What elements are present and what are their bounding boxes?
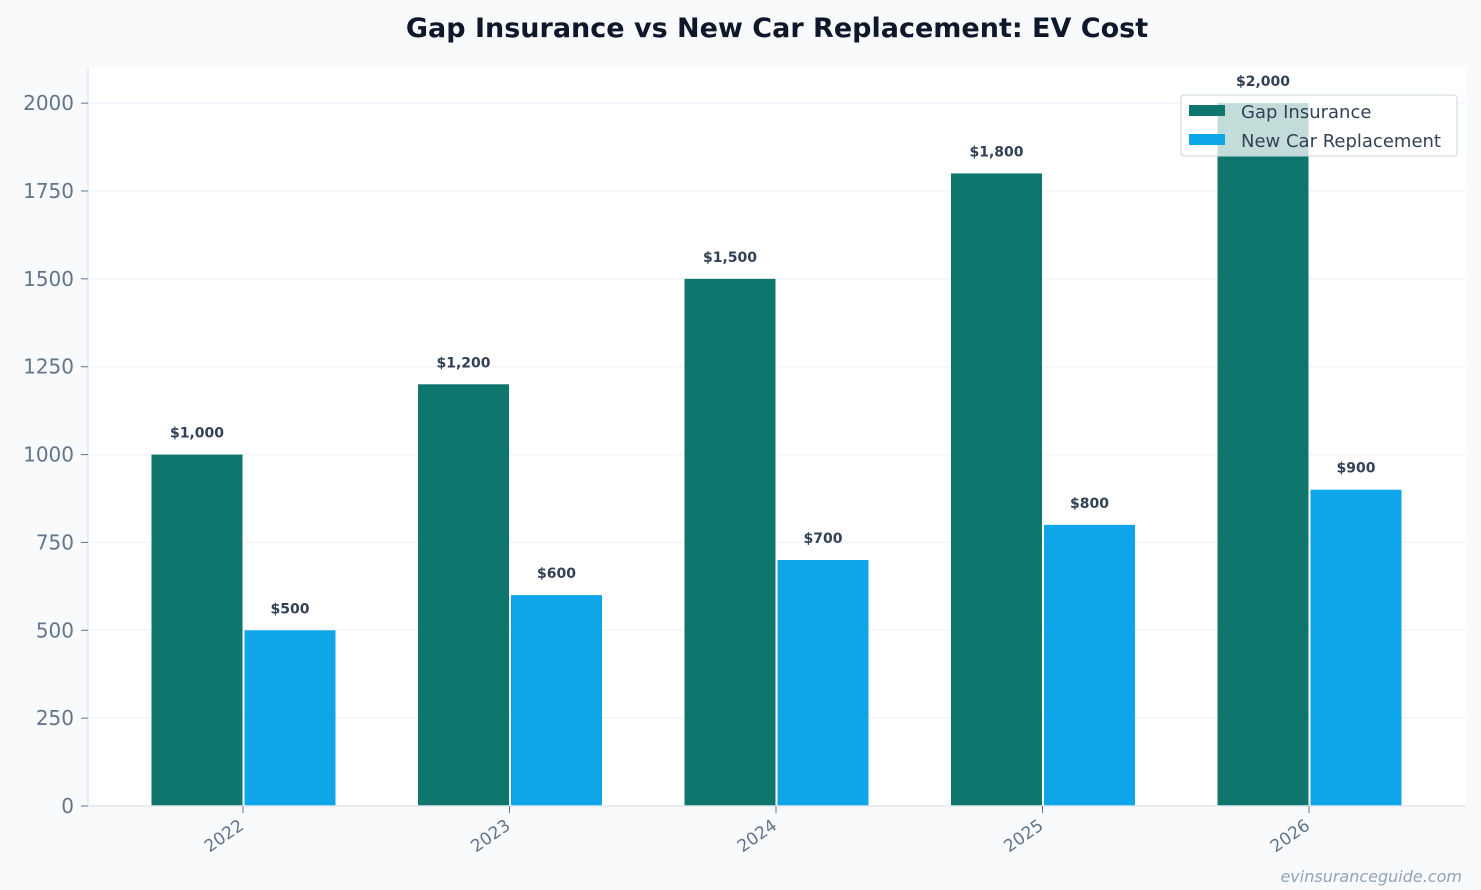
x-tick-label: 2026 xyxy=(1267,816,1314,857)
x-tick-label: 2025 xyxy=(1000,816,1047,857)
y-tick-label: 1500 xyxy=(23,267,74,291)
bar-new-car-replacement xyxy=(511,595,602,806)
legend-swatch-new-car-replacement xyxy=(1189,134,1225,145)
y-tick-label: 2000 xyxy=(23,91,74,115)
bar-gap-insurance xyxy=(684,278,776,806)
bar-new-car-replacement xyxy=(777,560,869,806)
bar-gap-insurance xyxy=(951,173,1042,806)
x-tick-label: 2023 xyxy=(467,816,514,857)
x-tick-label: 2022 xyxy=(201,816,248,857)
bar-gap-insurance xyxy=(1217,103,1309,806)
chart-title: Gap Insurance vs New Car Replacement: EV… xyxy=(406,13,1148,44)
legend: Gap Insurance New Car Replacement xyxy=(1180,94,1458,157)
bar-gap-insurance xyxy=(151,454,243,806)
bar-new-car-replacement xyxy=(244,630,336,806)
y-tick-label: 1750 xyxy=(23,179,74,203)
bar-value-label: $1,000 xyxy=(170,426,224,442)
bar-new-car-replacement xyxy=(1310,489,1402,806)
bar-value-label: $1,200 xyxy=(436,355,490,371)
legend-swatch-gap-insurance xyxy=(1189,105,1225,116)
bar-value-label: $1,800 xyxy=(969,144,1023,160)
legend-box xyxy=(1180,94,1458,157)
bar-value-label: $700 xyxy=(804,531,843,547)
x-tick-label: 2024 xyxy=(734,816,781,857)
bar-gap-insurance xyxy=(418,384,509,806)
bar-value-label: $800 xyxy=(1070,496,1109,512)
y-tick-label: 1000 xyxy=(23,443,74,467)
y-tick-label: 500 xyxy=(36,618,74,642)
bar-value-label: $600 xyxy=(537,566,576,582)
bar-value-label: $500 xyxy=(271,601,310,617)
bar-new-car-replacement xyxy=(1044,524,1135,806)
watermark: evinsuranceguide.com xyxy=(1280,867,1462,886)
y-tick-label: 1250 xyxy=(23,355,74,379)
y-tick-label: 250 xyxy=(36,706,74,730)
bar-value-label: $900 xyxy=(1337,461,1376,477)
y-tick-label: 0 xyxy=(61,794,74,818)
y-tick-label: 750 xyxy=(36,530,74,554)
bar-value-label: $2,000 xyxy=(1236,74,1290,90)
legend-label-new-car-replacement: New Car Replacement xyxy=(1241,131,1441,152)
legend-label-gap-insurance: Gap Insurance xyxy=(1241,102,1371,123)
bar-value-label: $1,500 xyxy=(703,250,757,266)
